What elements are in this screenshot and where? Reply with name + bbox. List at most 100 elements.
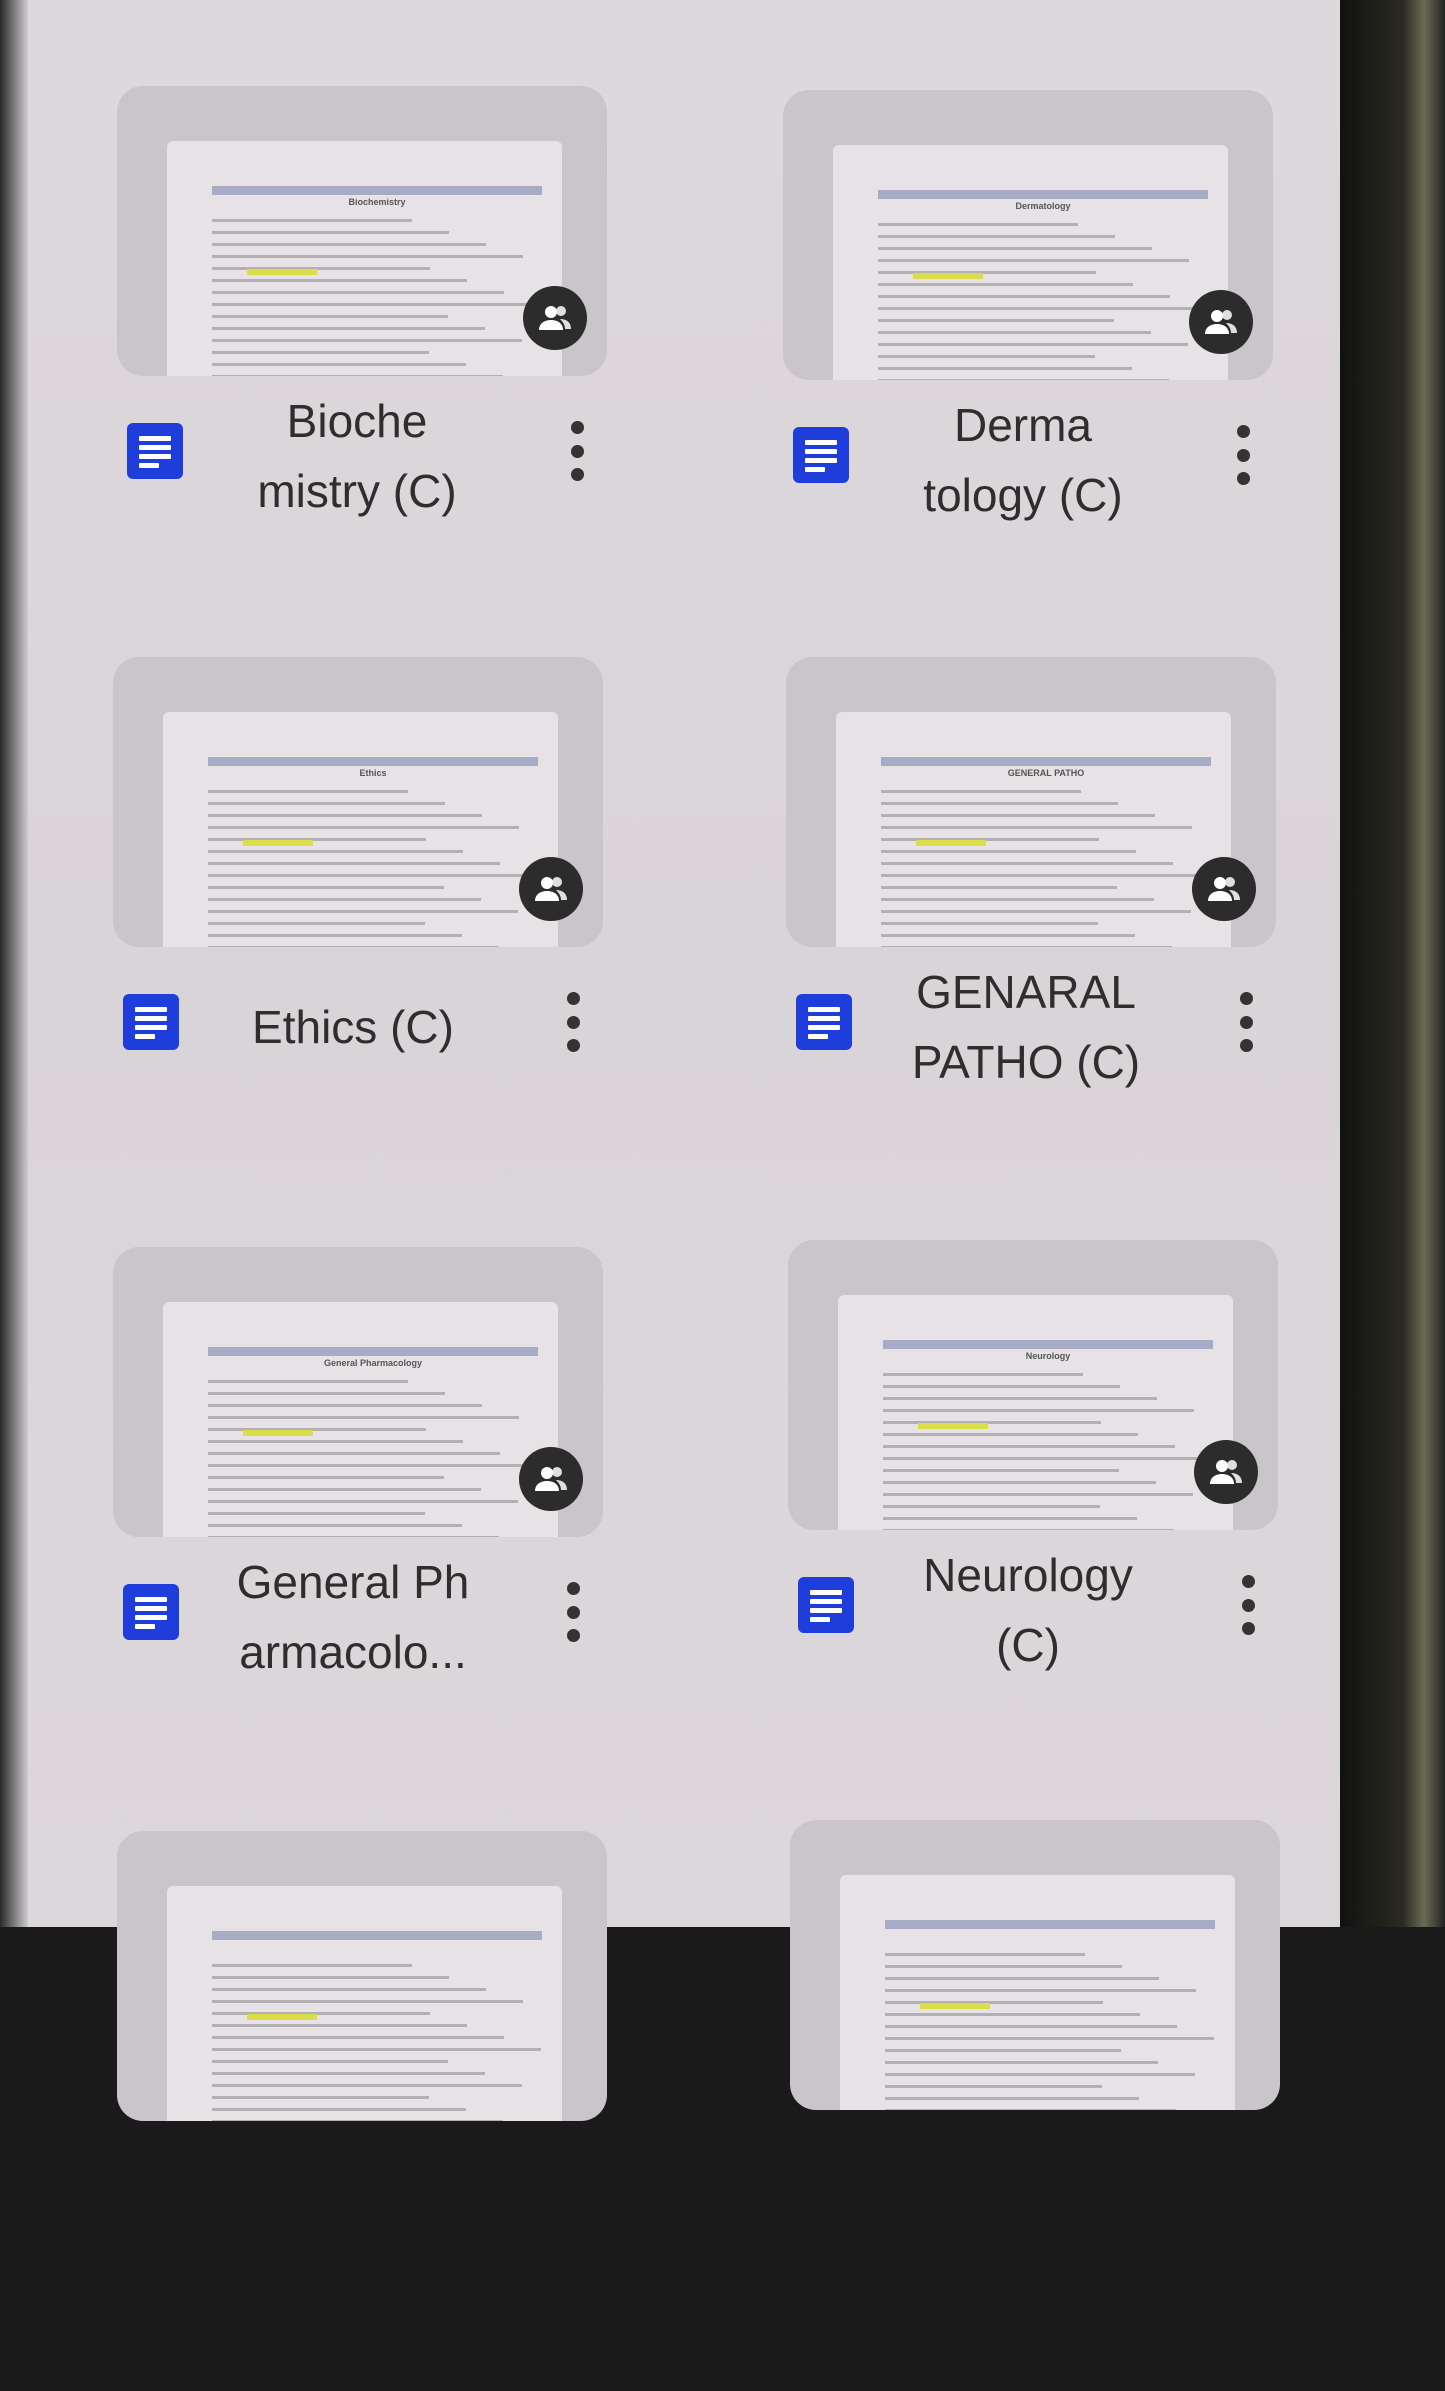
thumb-highlight bbox=[247, 269, 317, 275]
thumb-text-line bbox=[878, 307, 1207, 310]
thumb-highlight bbox=[243, 840, 313, 846]
file-thumbnail[interactable]: GENERAL PATHO bbox=[786, 657, 1276, 947]
thumb-text-line bbox=[878, 331, 1151, 334]
thumb-heading: GENERAL PATHO bbox=[1007, 768, 1085, 778]
thumb-text-line bbox=[878, 379, 1169, 380]
thumb-text-line bbox=[208, 850, 463, 853]
thumb-text-line bbox=[212, 267, 430, 270]
thumb-text-line bbox=[208, 838, 426, 841]
file-title[interactable]: General Ph armacolo... bbox=[193, 1547, 513, 1687]
thumb-text-line bbox=[883, 1397, 1157, 1400]
shared-users-icon bbox=[519, 857, 583, 921]
thumb-text-line bbox=[885, 2037, 1214, 2040]
more-options-icon[interactable] bbox=[563, 1582, 583, 1642]
document-preview: Dermatology bbox=[833, 145, 1228, 380]
file-thumbnail[interactable]: Biochemistry bbox=[117, 86, 607, 376]
file-title[interactable]: Bioche mistry (C) bbox=[197, 386, 517, 526]
thumb-text-line bbox=[881, 826, 1192, 829]
thumb-text-line bbox=[878, 235, 1115, 238]
thumb-header-bar bbox=[881, 757, 1211, 766]
thumb-text-line bbox=[212, 2048, 541, 2051]
thumb-text-line bbox=[885, 2013, 1140, 2016]
more-options-icon[interactable] bbox=[1236, 992, 1256, 1052]
thumb-text-line bbox=[212, 255, 523, 258]
file-card-partial[interactable] bbox=[790, 1820, 1280, 2380]
file-thumbnail[interactable]: Neurology bbox=[788, 1240, 1278, 1530]
thumb-text-line bbox=[881, 838, 1099, 841]
document-preview: Biochemistry bbox=[167, 141, 562, 376]
file-card[interactable]: Biochemistry Bioche mistry (C) bbox=[117, 86, 607, 646]
more-options-icon[interactable] bbox=[1233, 425, 1253, 485]
file-card-partial[interactable] bbox=[117, 1831, 607, 2391]
file-card[interactable]: Dermatology Derma tology (C) bbox=[783, 90, 1273, 650]
thumb-heading: Biochemistry bbox=[348, 197, 406, 207]
thumb-text-line bbox=[881, 898, 1154, 901]
thumb-text-line bbox=[208, 1488, 481, 1491]
thumb-text-line bbox=[881, 922, 1098, 925]
thumb-text-line bbox=[881, 790, 1081, 793]
thumb-text-line bbox=[208, 826, 519, 829]
docs-grid-screen: Biochemistry Bioche mistry (C) Dermatolo… bbox=[0, 0, 1340, 2121]
thumb-text-line bbox=[212, 1988, 486, 1991]
google-docs-icon bbox=[123, 1584, 179, 1640]
shared-users-icon bbox=[1194, 1440, 1258, 1504]
thumb-text-line bbox=[883, 1409, 1194, 1412]
shared-users-icon bbox=[1189, 290, 1253, 354]
thumb-text-line bbox=[208, 1416, 519, 1419]
file-card[interactable]: Ethics Ethics (C) bbox=[113, 657, 603, 1217]
thumb-text-line bbox=[881, 934, 1135, 937]
thumb-text-line bbox=[885, 1953, 1085, 1956]
thumb-text-line bbox=[208, 1452, 500, 1455]
thumb-text-line bbox=[881, 910, 1191, 913]
document-preview bbox=[840, 1875, 1235, 2110]
thumb-text-line bbox=[208, 1524, 462, 1527]
thumb-header-bar bbox=[212, 186, 542, 195]
thumb-text-line bbox=[212, 303, 541, 306]
thumb-text-line bbox=[212, 2072, 485, 2075]
file-thumbnail[interactable] bbox=[790, 1820, 1280, 2110]
thumb-text-line bbox=[208, 886, 444, 889]
thumb-header-bar bbox=[208, 1347, 538, 1356]
thumb-text-line bbox=[883, 1469, 1119, 1472]
thumb-text-line bbox=[212, 279, 467, 282]
file-title[interactable]: GENARAL PATHO (C) bbox=[866, 957, 1186, 1097]
file-title[interactable]: Neurology (C) bbox=[868, 1540, 1188, 1680]
thumb-text-line bbox=[208, 1428, 426, 1431]
file-card[interactable]: General Pharmacology General Ph armacolo… bbox=[113, 1247, 603, 1807]
phone-bezel bbox=[1340, 0, 1445, 1927]
thumb-text-line bbox=[208, 1476, 444, 1479]
thumb-text-line bbox=[208, 1536, 499, 1537]
thumb-text-line bbox=[212, 291, 504, 294]
file-thumbnail[interactable]: General Pharmacology bbox=[113, 1247, 603, 1537]
more-options-icon[interactable] bbox=[1238, 1575, 1258, 1635]
file-thumbnail[interactable]: Ethics bbox=[113, 657, 603, 947]
thumb-text-line bbox=[208, 1392, 445, 1395]
more-options-icon[interactable] bbox=[563, 992, 583, 1052]
file-thumbnail[interactable]: Dermatology bbox=[783, 90, 1273, 380]
thumb-text-line bbox=[212, 2120, 503, 2121]
google-docs-icon bbox=[798, 1577, 854, 1633]
thumb-text-line bbox=[878, 247, 1152, 250]
thumb-text-line bbox=[212, 219, 412, 222]
thumb-text-line bbox=[881, 862, 1173, 865]
document-preview: Neurology bbox=[838, 1295, 1233, 1530]
thumb-text-line bbox=[878, 259, 1189, 262]
thumb-text-line bbox=[212, 2060, 448, 2063]
thumb-highlight bbox=[918, 1423, 988, 1429]
file-card[interactable]: GENERAL PATHO GENARAL PATHO (C) bbox=[786, 657, 1276, 1217]
thumb-text-line bbox=[883, 1445, 1175, 1448]
file-title[interactable]: Ethics (C) bbox=[193, 957, 513, 1097]
file-thumbnail[interactable] bbox=[117, 1831, 607, 2121]
file-title-text: GENARAL PATHO (C) bbox=[911, 966, 1141, 1088]
thumb-highlight bbox=[916, 840, 986, 846]
thumb-text-line bbox=[885, 2097, 1139, 2100]
file-title[interactable]: Derma tology (C) bbox=[863, 390, 1183, 530]
thumb-text-line bbox=[212, 327, 485, 330]
thumb-text-line bbox=[885, 2109, 1176, 2110]
file-card[interactable]: Neurology Neurology (C) bbox=[788, 1240, 1278, 1800]
google-docs-icon bbox=[127, 423, 183, 479]
more-options-icon[interactable] bbox=[567, 421, 587, 481]
thumb-text-line bbox=[883, 1373, 1083, 1376]
thumb-text-line bbox=[883, 1421, 1101, 1424]
thumb-text-line bbox=[885, 2085, 1102, 2088]
